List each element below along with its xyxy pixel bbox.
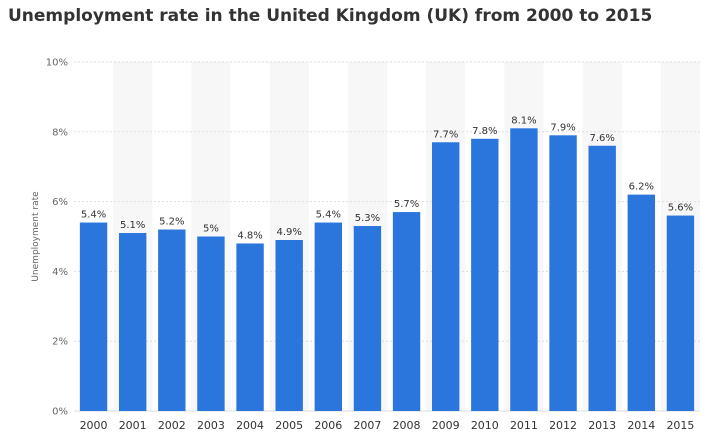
y-axis-label: Unemployment rate xyxy=(31,191,41,282)
data-label: 7.7% xyxy=(433,129,458,140)
x-tick-label: 2010 xyxy=(471,419,499,432)
data-label: 5.7% xyxy=(394,199,419,210)
bar[interactable] xyxy=(627,194,656,411)
x-tick-label: 2009 xyxy=(432,419,460,432)
data-label: 5.4% xyxy=(316,210,341,221)
bar[interactable] xyxy=(549,135,577,412)
x-tick-label: 2003 xyxy=(197,419,225,432)
bar[interactable] xyxy=(197,236,225,412)
y-tick-label: 4% xyxy=(52,267,68,278)
x-tick-label: 2002 xyxy=(158,419,186,432)
x-tick-label: 2013 xyxy=(588,419,616,432)
data-label: 5.2% xyxy=(159,217,184,228)
bar[interactable] xyxy=(353,226,382,411)
x-tick-label: 2012 xyxy=(549,419,577,432)
y-tick-label: 8% xyxy=(52,127,68,138)
bar[interactable] xyxy=(431,142,460,411)
bar[interactable] xyxy=(392,212,421,411)
bar[interactable] xyxy=(236,243,264,411)
chart-title: Unemployment rate in the United Kingdom … xyxy=(8,6,653,26)
x-tick-label: 2005 xyxy=(275,419,303,432)
x-axis-ticks: 2000 2001 2002 2003 2004 2005 2006 2007 2008 2009… xyxy=(80,419,695,432)
y-tick-label: 0% xyxy=(52,407,68,418)
data-label: 8.1% xyxy=(511,115,536,126)
bar[interactable] xyxy=(314,222,343,411)
bar[interactable] xyxy=(118,233,147,411)
x-tick-label: 2008 xyxy=(393,419,421,432)
bar[interactable] xyxy=(588,145,616,411)
x-tick-label: 2015 xyxy=(666,419,694,432)
bar[interactable] xyxy=(471,138,499,411)
data-label: 4.9% xyxy=(276,227,301,238)
y-tick-label: 10% xyxy=(46,58,68,69)
data-label: 5.4% xyxy=(81,210,106,221)
data-label: 4.8% xyxy=(237,230,262,241)
data-label: 5.6% xyxy=(668,203,693,214)
data-label: 7.9% xyxy=(550,122,575,133)
data-labels: 5.4% 5.1% 5.2% 5% 4.8% 4.9% 5.4% 5.3% 5.7% 7.7% 7.… xyxy=(81,115,693,241)
x-tick-label: 2014 xyxy=(627,419,655,432)
bar[interactable] xyxy=(275,239,303,411)
x-tick-label: 2001 xyxy=(119,419,147,432)
data-label: 5% xyxy=(203,224,219,235)
x-tick-label: 2004 xyxy=(236,419,264,432)
x-tick-label: 2007 xyxy=(353,419,381,432)
data-label: 5.1% xyxy=(120,220,145,231)
y-axis-ticks: 0% 2% 4% 6% 8% 10% xyxy=(46,58,68,418)
data-label: 5.3% xyxy=(355,213,380,224)
x-tick-label: 2011 xyxy=(510,419,538,432)
data-label: 7.6% xyxy=(589,133,614,144)
x-tick-label: 2006 xyxy=(314,419,342,432)
data-label: 6.2% xyxy=(629,182,654,193)
bar[interactable] xyxy=(510,128,538,411)
bar[interactable] xyxy=(158,229,186,411)
bars xyxy=(79,128,695,412)
bar[interactable] xyxy=(79,222,108,411)
y-tick-label: 2% xyxy=(52,337,68,348)
y-tick-label: 6% xyxy=(52,197,68,208)
data-label: 7.8% xyxy=(472,126,497,137)
x-tick-label: 2000 xyxy=(80,419,108,432)
bar[interactable] xyxy=(666,215,695,411)
